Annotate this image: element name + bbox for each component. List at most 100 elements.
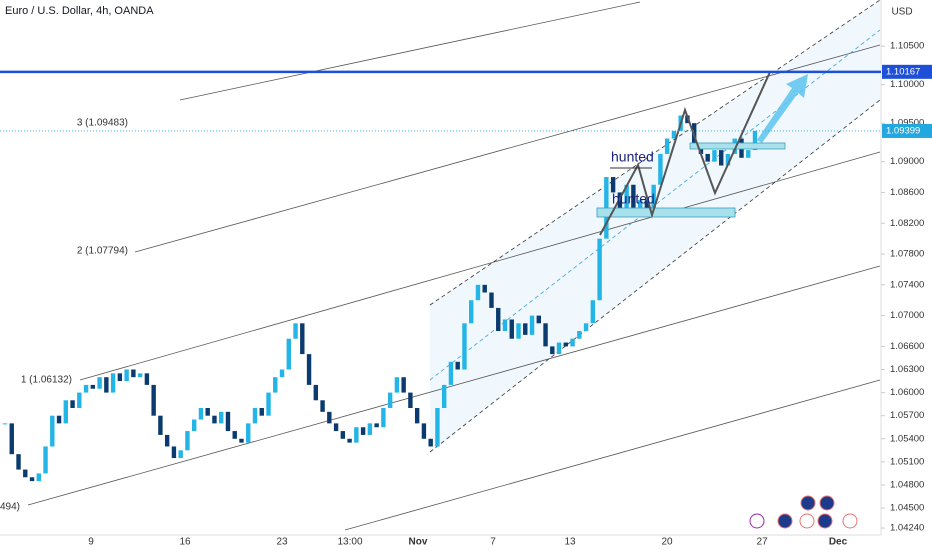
candle <box>279 369 285 378</box>
candle <box>333 423 339 432</box>
annotation: 3 (1.09483) <box>77 118 128 129</box>
candle <box>63 400 69 424</box>
candle <box>56 415 62 424</box>
candle <box>16 454 21 470</box>
candle <box>752 130 758 151</box>
candle <box>144 373 150 385</box>
y-tick-label: 1.04500 <box>890 503 924 514</box>
candle <box>293 323 298 339</box>
y-tick-label: 1.10500 <box>890 41 924 52</box>
candle <box>441 384 447 408</box>
candle <box>712 150 717 162</box>
candle <box>273 377 278 393</box>
candle <box>664 138 670 154</box>
candle <box>232 431 237 439</box>
candle <box>577 331 582 339</box>
candle <box>239 438 244 443</box>
candle <box>387 392 393 408</box>
candle <box>509 319 514 339</box>
candle <box>523 323 528 335</box>
x-tick-label: 27 <box>756 537 768 548</box>
candle <box>354 427 359 443</box>
candle <box>550 346 555 355</box>
x-tick-label: 13 <box>564 537 576 548</box>
candle <box>414 407 420 424</box>
price-label-box <box>882 123 932 138</box>
candle <box>705 153 710 162</box>
annotation: hunted <box>611 149 654 165</box>
candle <box>246 423 251 443</box>
candle <box>374 423 379 428</box>
candle <box>43 446 48 474</box>
candle <box>624 184 629 216</box>
candle <box>313 384 319 401</box>
candle <box>164 434 170 447</box>
candle <box>347 438 352 443</box>
pitchfork <box>27 0 881 531</box>
candle <box>2 423 8 425</box>
y-tick-label: 1.07400 <box>890 279 924 290</box>
x-tick-label: 13:00 <box>337 537 362 548</box>
chart-title: Euro / U.S. Dollar, 4h, OANDA <box>5 5 154 17</box>
candle <box>131 369 136 378</box>
annotation: 1 (1.06132) <box>21 375 72 386</box>
candle <box>104 377 109 393</box>
candle <box>171 446 177 459</box>
candle <box>259 407 264 416</box>
candle <box>394 377 400 393</box>
price-label: 1.10167 <box>886 66 920 77</box>
candle <box>367 423 373 435</box>
candle <box>631 184 636 208</box>
candle <box>50 415 55 447</box>
y-tick-label: 1.07800 <box>890 249 924 260</box>
arrow <box>757 74 808 143</box>
x-tick-label: Nov <box>409 537 428 548</box>
candle <box>205 407 210 416</box>
candle <box>651 184 656 216</box>
candle <box>117 373 123 382</box>
candle <box>469 300 474 324</box>
y-tick-label: 1.08600 <box>890 187 924 198</box>
candles <box>2 115 758 482</box>
x-tick-label: Dec <box>829 537 848 548</box>
candle <box>320 400 325 412</box>
candle <box>360 427 366 435</box>
candle <box>617 192 623 216</box>
candle <box>448 361 454 385</box>
y-tick-label: 1.05400 <box>890 433 924 444</box>
candle <box>489 292 494 308</box>
candle <box>29 477 35 482</box>
candle <box>191 419 197 432</box>
candle <box>590 300 596 324</box>
candle <box>219 411 224 424</box>
y-tick-label: 1.09000 <box>890 156 924 167</box>
candle <box>185 431 190 451</box>
x-tick-label: 20 <box>661 537 673 548</box>
candle <box>536 315 541 324</box>
y-tick-label: 1.05700 <box>890 410 924 421</box>
candle <box>435 407 440 447</box>
candle <box>570 338 575 347</box>
y-tick-label: 1.06600 <box>890 341 924 352</box>
candle <box>698 146 704 154</box>
candle <box>543 323 548 347</box>
x-tick-label: 23 <box>276 537 288 548</box>
zone <box>596 207 736 218</box>
y-tick-label: 1.06000 <box>890 387 924 398</box>
candle <box>124 369 129 382</box>
y-tick-label: 1.04800 <box>890 479 924 490</box>
candle <box>9 423 14 455</box>
candle <box>83 384 89 393</box>
candle <box>158 415 163 435</box>
candle <box>421 423 427 439</box>
candle <box>286 338 291 370</box>
candle <box>516 323 521 339</box>
candle <box>496 307 501 332</box>
candle <box>198 407 204 420</box>
candle <box>327 411 332 424</box>
price-label-box <box>882 64 932 79</box>
y-tick-label: 1.09500 <box>890 118 924 129</box>
candle <box>482 284 487 293</box>
y-tick-label: 1.07000 <box>890 310 924 321</box>
candle <box>110 373 116 393</box>
